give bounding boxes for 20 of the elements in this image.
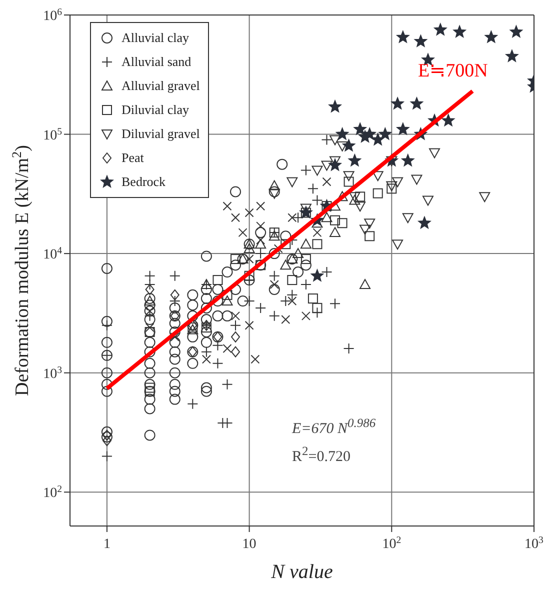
legend-label: Alluvial sand xyxy=(120,54,192,70)
x-tick-label: 10$^{3}$ xyxy=(524,534,544,552)
y-tick-label: 10$^{3}$ xyxy=(43,364,62,382)
series-label: E≒700N xyxy=(418,60,488,82)
x-tick-label: 10$^{2}$ xyxy=(382,534,402,552)
annotation: R$^{2}$=0.720 xyxy=(292,444,350,466)
legend-label: Diluvial gravel xyxy=(120,126,200,142)
y-tick-label: 10$^{2}$ xyxy=(43,484,62,502)
y-tick-label: 10$^{4}$ xyxy=(43,245,62,263)
y-tick-label: 10$^{5}$ xyxy=(43,126,62,144)
legend-label: Alluvial clay xyxy=(120,30,190,46)
legend-label: Alluvial gravel xyxy=(120,78,200,94)
x-tick-label: 10 xyxy=(242,537,256,552)
x-tick-label: 1 xyxy=(103,537,110,552)
annotation: E=670 N$^{0.986}$ xyxy=(292,416,376,438)
legend-label: Bedrock xyxy=(120,174,166,190)
y-tick-label: 10$^{6}$ xyxy=(43,6,62,24)
legend-label: Diluvial clay xyxy=(120,102,190,118)
x-axis-title: N value xyxy=(270,561,333,584)
legend-label: Peat xyxy=(120,150,144,166)
